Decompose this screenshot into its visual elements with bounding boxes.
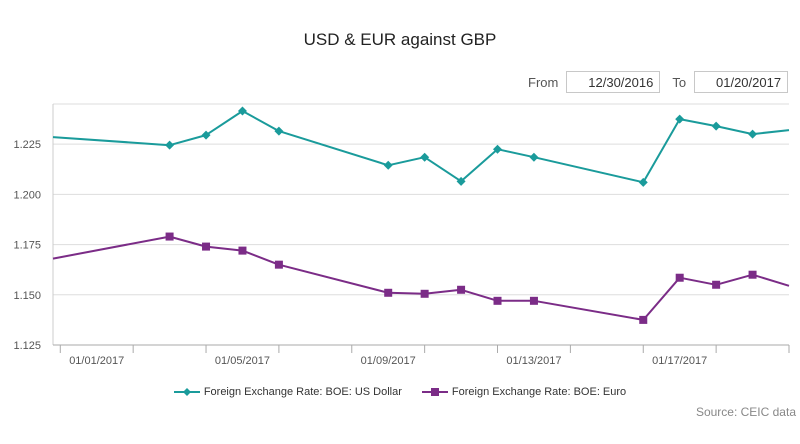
eur-point bbox=[384, 288, 393, 297]
eur-point bbox=[238, 246, 247, 255]
y-tick-label: 1.150 bbox=[13, 290, 41, 302]
legend-item-eur[interactable]: Foreign Exchange Rate: BOE: Euro bbox=[421, 386, 627, 398]
eur-point bbox=[529, 296, 538, 305]
eur-point bbox=[748, 270, 757, 279]
legend-eur-swatch bbox=[421, 388, 448, 396]
legend: Foreign Exchange Rate: BOE: US Dollar Fo… bbox=[0, 386, 800, 398]
axes: 1.125 1.150 1.175 1.200 1.225 01/01/2017 01/05… bbox=[13, 104, 790, 367]
range-to-label: To bbox=[672, 74, 687, 90]
source-note: Source: CEIC data bbox=[695, 405, 796, 419]
legend-eur-label: Foreign Exchange Rate: BOE: Euro bbox=[451, 386, 627, 398]
series-group bbox=[52, 106, 790, 324]
eur-point bbox=[457, 285, 466, 294]
usd-point bbox=[711, 121, 721, 131]
eur-point bbox=[202, 242, 211, 251]
usd-point bbox=[165, 140, 175, 150]
date-range-selector: From To bbox=[528, 70, 789, 94]
usd-point bbox=[201, 130, 211, 140]
x-tick-label: 01/13/2017 bbox=[506, 355, 561, 367]
eur-point bbox=[420, 289, 429, 298]
y-tick-label: 1.225 bbox=[13, 139, 41, 151]
gridlines bbox=[53, 103, 789, 346]
eur-point bbox=[675, 273, 684, 282]
eur-point bbox=[639, 315, 648, 324]
eur-point bbox=[493, 296, 502, 305]
usd-point bbox=[675, 114, 685, 124]
usd-point bbox=[493, 144, 503, 154]
legend-usd-label: Foreign Exchange Rate: BOE: US Dollar bbox=[203, 386, 402, 398]
y-tick-label: 1.125 bbox=[13, 340, 41, 352]
usd-point bbox=[529, 152, 539, 162]
y-tick-label: 1.200 bbox=[13, 189, 41, 201]
legend-usd-swatch bbox=[173, 388, 200, 396]
legend-item-usd[interactable]: Foreign Exchange Rate: BOE: US Dollar bbox=[173, 386, 402, 398]
range-from-input[interactable] bbox=[566, 71, 661, 93]
eur-point bbox=[274, 260, 283, 269]
range-to-input[interactable] bbox=[694, 71, 789, 93]
usd-point bbox=[420, 152, 430, 162]
range-from-label: From bbox=[528, 74, 559, 90]
usd-point bbox=[383, 160, 393, 170]
usd-point bbox=[638, 177, 648, 187]
x-tick-label: 01/17/2017 bbox=[652, 355, 707, 367]
x-tick-label: 01/09/2017 bbox=[361, 355, 416, 367]
x-tick-label: 01/01/2017 bbox=[69, 355, 124, 367]
x-tick-label: 01/05/2017 bbox=[215, 355, 270, 367]
usd-point bbox=[274, 126, 284, 136]
usd-point bbox=[456, 176, 466, 186]
chart-title: USD & EUR against GBP bbox=[303, 30, 497, 49]
eur-point bbox=[712, 280, 721, 289]
usd-point bbox=[237, 106, 247, 116]
y-tick-label: 1.175 bbox=[13, 240, 41, 252]
eur-point bbox=[165, 232, 174, 241]
usd-point bbox=[748, 129, 758, 139]
